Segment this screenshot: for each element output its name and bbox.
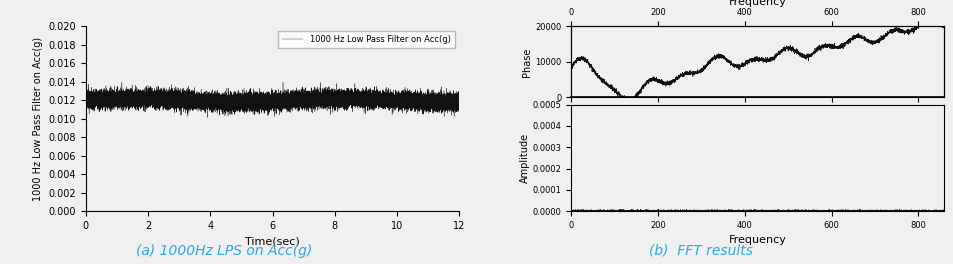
1000 Hz Low Pass Filter on Acc(g) <box>162 99 173 102</box>
Line: 1000 Hz Low Pass Filter on Acc(g): 1000 Hz Low Pass Filter on Acc(g) <box>86 82 458 117</box>
1000 Hz Low Pass Filter on Acc(g) <box>80 97 91 100</box>
1000 Hz Low Pass Filter on Acc(g) <box>91 93 103 97</box>
Y-axis label: 1000 Hz Low Pass Filter on Acc(g): 1000 Hz Low Pass Filter on Acc(g) <box>33 37 43 201</box>
X-axis label: Frequency: Frequency <box>728 0 786 7</box>
1000 Hz Low Pass Filter on Acc(g) <box>277 81 289 84</box>
1000 Hz Low Pass Filter on Acc(g) <box>170 95 181 98</box>
Legend: 1000 Hz Low Pass Filter on Acc(g): 1000 Hz Low Pass Filter on Acc(g) <box>278 31 455 48</box>
Text: (b)  FFT results: (b) FFT results <box>648 244 753 258</box>
1000 Hz Low Pass Filter on Acc(g) <box>201 116 213 119</box>
1000 Hz Low Pass Filter on Acc(g) <box>453 101 464 105</box>
1000 Hz Low Pass Filter on Acc(g) <box>277 97 289 100</box>
X-axis label: Time(sec): Time(sec) <box>245 237 299 247</box>
Y-axis label: Phase: Phase <box>522 47 532 77</box>
1000 Hz Low Pass Filter on Acc(g) <box>121 94 132 97</box>
1000 Hz Low Pass Filter on Acc(g) <box>403 97 415 100</box>
Text: (a) 1000Hz LPS on Acc(g): (a) 1000Hz LPS on Acc(g) <box>136 244 312 258</box>
X-axis label: Frequency: Frequency <box>728 235 786 246</box>
Y-axis label: Amplitude: Amplitude <box>519 133 529 183</box>
